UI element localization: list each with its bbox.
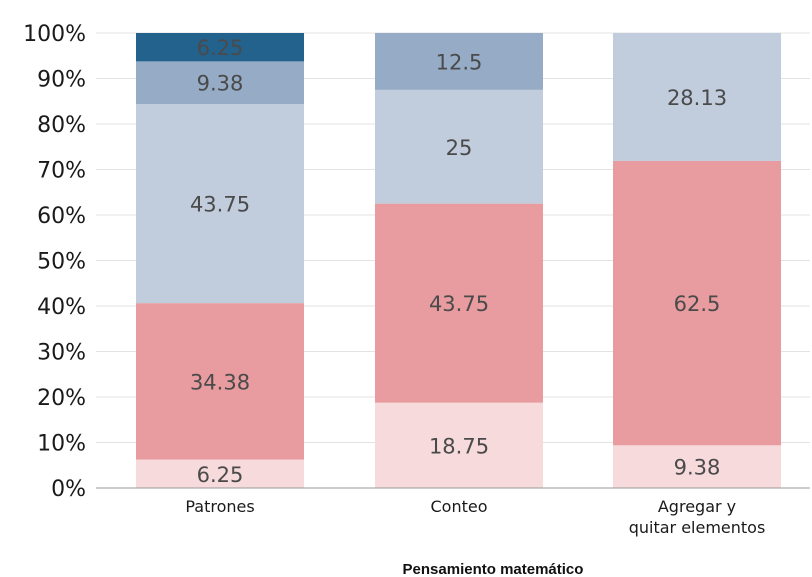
data-labels: 6.25 34.38 43.75 9.38 6.25 18.75 43.75 25 12.5 9.… [190, 36, 727, 487]
data-label: 28.13 [667, 86, 727, 110]
data-label: 6.25 [197, 463, 244, 487]
y-axis-tick-labels: 0% 10% 20% 30% 40% 50% 60% 70% 80% 90% 100% [23, 22, 86, 502]
bar-segment [375, 402, 543, 488]
data-label: 62.5 [674, 292, 721, 316]
category-label: Agregar y [658, 497, 736, 516]
bar-segment [136, 104, 304, 304]
category-label: Conteo [430, 497, 487, 516]
bar-segment [375, 33, 543, 90]
y-tick-label: 90% [37, 68, 86, 93]
bar-segment [136, 459, 304, 488]
y-tick-label: 10% [37, 432, 86, 457]
bars [136, 33, 781, 488]
bar-segment [613, 33, 781, 161]
data-label: 12.5 [436, 50, 483, 74]
data-label: 43.75 [190, 193, 250, 217]
data-label: 18.75 [429, 434, 489, 458]
bar-segment [136, 61, 304, 105]
data-label: 34.38 [190, 370, 250, 394]
data-label: 9.38 [197, 72, 244, 96]
data-label: 25 [446, 136, 473, 160]
y-tick-label: 40% [37, 295, 86, 320]
y-tick-label: 20% [37, 386, 86, 411]
y-tick-label: 30% [37, 341, 86, 366]
y-tick-label: 60% [37, 204, 86, 229]
x-axis-title: Pensamiento matemático [403, 561, 584, 577]
y-tick-label: 80% [37, 113, 86, 138]
data-label: 43.75 [429, 292, 489, 316]
y-tick-label: 70% [37, 159, 86, 184]
bar-segment [375, 89, 543, 204]
category-label: quitar elementos [629, 518, 766, 537]
y-tick-label: 50% [37, 250, 86, 275]
bar-segment [136, 303, 304, 460]
bar-segment [613, 445, 781, 488]
category-label: Patrones [185, 497, 254, 516]
bar-segment [136, 33, 304, 62]
data-label: 6.25 [197, 36, 244, 60]
y-tick-label: 100% [23, 22, 86, 47]
bar-segment [375, 203, 543, 403]
data-label: 9.38 [674, 456, 721, 480]
bar-segment [613, 160, 781, 446]
x-axis-category-labels: Patrones Conteo Agregar y quitar elementos [185, 497, 765, 537]
y-tick-label: 0% [51, 477, 86, 502]
